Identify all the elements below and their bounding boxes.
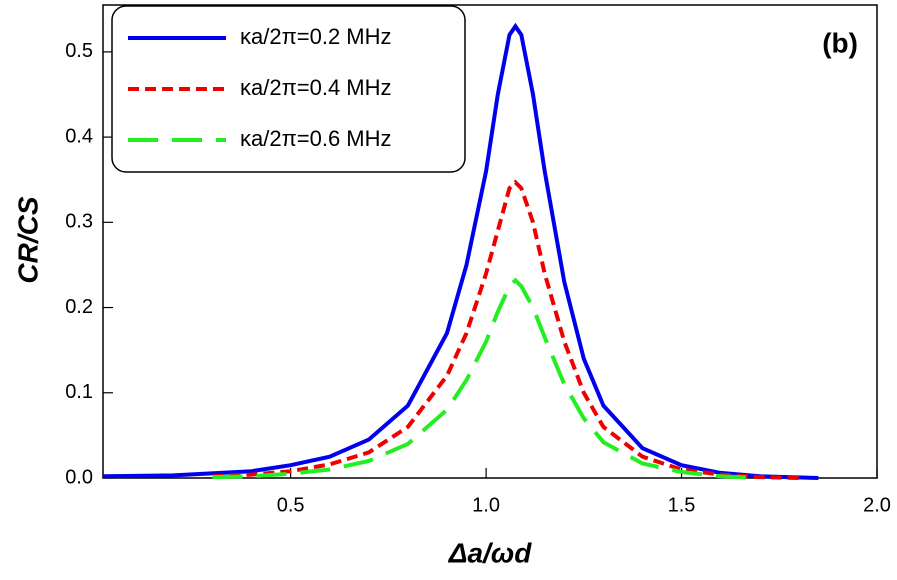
y-tick-label: 0.1 bbox=[65, 381, 93, 403]
x-tick-label: 2.0 bbox=[863, 494, 891, 516]
legend-label: κa/2π=0.4 MHz bbox=[240, 75, 392, 100]
y-tick-label: 0.5 bbox=[65, 40, 93, 62]
plot-frame bbox=[102, 4, 878, 479]
legend-box bbox=[111, 5, 466, 173]
y-tick-label: 0.2 bbox=[65, 296, 93, 318]
y-tick-label: 0.4 bbox=[65, 125, 93, 147]
panel-label: (b) bbox=[822, 27, 858, 58]
y-tick-label: 0.0 bbox=[65, 466, 93, 488]
x-tick-label: 1.5 bbox=[668, 494, 696, 516]
y-tick-label: 0.3 bbox=[65, 211, 93, 233]
data-line bbox=[102, 22, 819, 480]
data-line bbox=[212, 277, 760, 480]
legend-label: κa/2π=0.2 MHz bbox=[240, 24, 392, 49]
x-axis-label: Δa/ωd bbox=[448, 537, 533, 568]
x-tick-label: 0.5 bbox=[277, 494, 305, 516]
y-axis-label: CR/CS bbox=[12, 196, 43, 283]
legend-label: κa/2π=0.6 MHz bbox=[240, 126, 392, 151]
x-tick-label: 1.0 bbox=[472, 494, 500, 516]
data-line bbox=[212, 179, 799, 480]
